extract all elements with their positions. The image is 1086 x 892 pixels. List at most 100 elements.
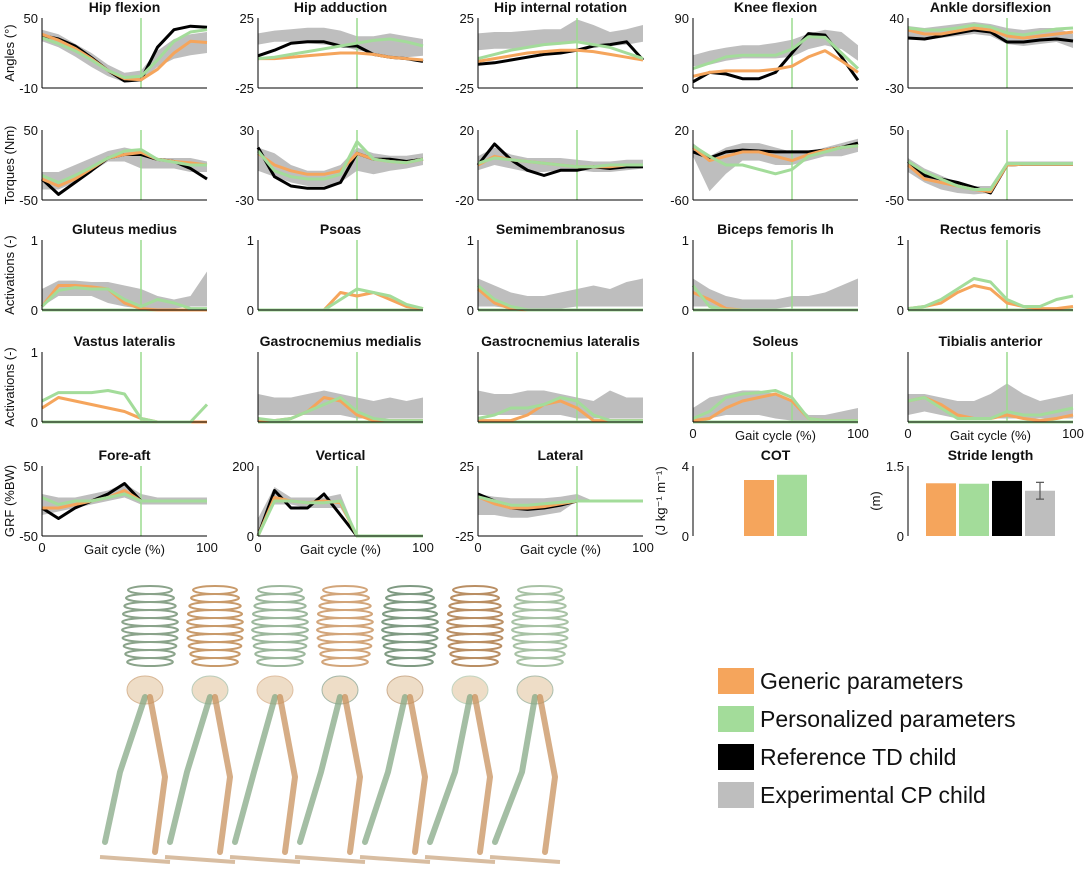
rib bbox=[190, 593, 240, 603]
rib bbox=[255, 593, 305, 603]
rib bbox=[316, 625, 374, 635]
rib bbox=[125, 593, 175, 603]
y-tick-label: 50 bbox=[24, 11, 38, 26]
skeleton-figure bbox=[359, 585, 439, 864]
y-tick-label: 1 bbox=[31, 233, 38, 248]
rib bbox=[446, 633, 504, 643]
rib bbox=[447, 641, 503, 651]
legend-swatch-experimental bbox=[718, 782, 754, 808]
x-axis-label: Gait cycle (%) bbox=[735, 428, 816, 443]
rib bbox=[316, 609, 374, 619]
rib bbox=[452, 585, 498, 595]
series-line-personalized bbox=[40, 286, 207, 311]
leg-bone bbox=[277, 694, 299, 855]
x-tick-label: 100 bbox=[412, 540, 434, 555]
chart-panel bbox=[40, 240, 207, 312]
leg-bone bbox=[342, 694, 364, 855]
rib bbox=[382, 641, 438, 651]
experimental-band bbox=[42, 483, 207, 515]
rib bbox=[254, 649, 306, 659]
panel-title: Hip adduction bbox=[294, 0, 387, 15]
foot bbox=[294, 855, 366, 864]
panel-title: Soleus bbox=[753, 333, 799, 349]
chart-panel bbox=[691, 240, 858, 312]
rib bbox=[188, 601, 242, 611]
panel-title: Gastrocnemius lateralis bbox=[481, 333, 640, 349]
rib bbox=[381, 625, 439, 635]
bar-generic bbox=[926, 483, 956, 536]
skeleton-figure bbox=[229, 585, 309, 864]
series-line-personalized bbox=[477, 396, 643, 423]
rib bbox=[449, 649, 501, 659]
rib bbox=[124, 649, 176, 659]
chart-panel bbox=[477, 352, 643, 424]
rib bbox=[257, 585, 303, 595]
panel-title: Biceps femoris lh bbox=[717, 221, 834, 237]
chart-panel bbox=[41, 18, 208, 89]
rib bbox=[446, 617, 504, 627]
experimental-band bbox=[693, 138, 858, 192]
rib bbox=[511, 617, 569, 627]
chart-panel bbox=[477, 466, 643, 537]
rib bbox=[121, 625, 179, 635]
experimental-band bbox=[258, 487, 423, 536]
rib bbox=[381, 609, 439, 619]
bar-panel bbox=[692, 466, 807, 536]
y-tick-label: 0 bbox=[682, 81, 689, 96]
legend-label: Experimental CP child bbox=[760, 781, 986, 808]
panel-title: Tibialis anterior bbox=[939, 333, 1044, 349]
rib bbox=[450, 593, 500, 603]
rib bbox=[251, 617, 309, 627]
chart-panel bbox=[257, 18, 424, 89]
chart-panel bbox=[907, 240, 1074, 312]
y-tick-label: 25 bbox=[240, 11, 254, 26]
rib bbox=[317, 641, 373, 651]
rib bbox=[381, 633, 439, 643]
chart-panel bbox=[907, 352, 1074, 424]
y-tick-label: 0 bbox=[31, 415, 38, 430]
series-line-personalized bbox=[257, 37, 424, 61]
rib bbox=[446, 625, 504, 635]
skeleton-figure bbox=[99, 585, 179, 864]
panel-title: Vertical bbox=[316, 447, 366, 463]
x-axis-label: Gait cycle (%) bbox=[300, 542, 381, 557]
series-line-personalized bbox=[41, 492, 207, 506]
panel-title: Psoas bbox=[320, 221, 361, 237]
chart-panel bbox=[256, 130, 424, 201]
rib bbox=[251, 633, 309, 643]
panel-title: Rectus femoris bbox=[940, 221, 1041, 237]
rib bbox=[122, 641, 178, 651]
experimental-band bbox=[42, 271, 207, 309]
chart-panel bbox=[907, 18, 1074, 89]
rib bbox=[448, 601, 502, 611]
legend-swatch-reference bbox=[718, 744, 754, 770]
chart-panel bbox=[692, 130, 859, 201]
rib bbox=[318, 601, 372, 611]
y-tick-label: 20 bbox=[460, 123, 474, 138]
x-tick-label: 0 bbox=[689, 426, 696, 441]
experimental-band bbox=[42, 147, 207, 190]
bar-generic bbox=[744, 480, 774, 536]
experimental-band bbox=[478, 19, 643, 51]
x-tick-label: 100 bbox=[196, 540, 218, 555]
series-line-generic bbox=[258, 51, 424, 62]
legend-swatch-personalized bbox=[718, 706, 754, 732]
y-tick-label: 50 bbox=[890, 123, 904, 138]
panel-title: Ankle dorsiflexion bbox=[930, 0, 1051, 15]
y-tick-label: -25 bbox=[235, 81, 254, 96]
leg-bone bbox=[537, 694, 559, 855]
y-tick-label: -20 bbox=[455, 193, 474, 208]
x-tick-label: 100 bbox=[847, 426, 869, 441]
foot bbox=[359, 855, 431, 864]
experimental-band bbox=[42, 29, 207, 83]
rib bbox=[451, 657, 499, 667]
x-tick-label: 0 bbox=[254, 540, 261, 555]
y-tick-label: 0 bbox=[247, 303, 254, 318]
rib bbox=[186, 633, 244, 643]
series-line-personalized bbox=[692, 144, 859, 176]
leg-bone bbox=[147, 694, 169, 855]
rib bbox=[387, 585, 433, 595]
x-tick-label: 0 bbox=[474, 540, 481, 555]
series-line-generic bbox=[41, 396, 207, 424]
